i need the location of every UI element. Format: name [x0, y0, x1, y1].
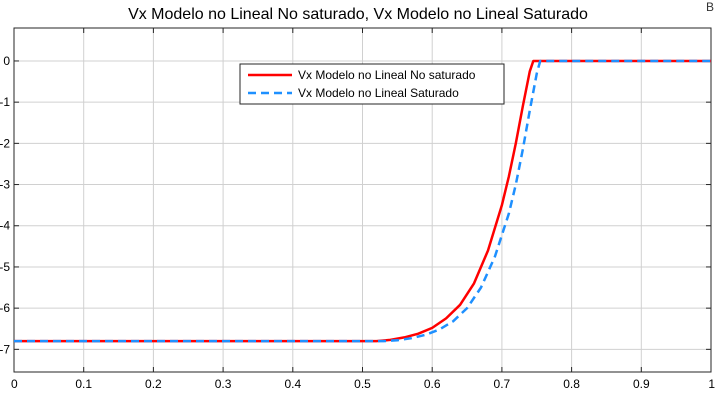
x-tick-label-5: 0.5	[354, 377, 371, 391]
series-line-1	[14, 59, 711, 343]
y-tick-label-7: -7	[0, 342, 10, 356]
y-tick-label-2: -2	[0, 136, 10, 150]
legend-label-0: Vx Modelo no Lineal No saturado	[298, 68, 476, 82]
y-tick-label-0: 0	[3, 54, 10, 68]
y-tick-label-4: -4	[0, 219, 10, 233]
x-tick-label-1: 0.1	[75, 377, 92, 391]
x-tick-label-3: 0.3	[215, 377, 232, 391]
series-line-0	[14, 59, 711, 343]
x-tick-label-7: 0.7	[494, 377, 511, 391]
x-tick-label-10: 1	[708, 377, 715, 391]
x-tick-label-2: 0.2	[145, 377, 162, 391]
y-tick-label-1: -1	[0, 95, 10, 109]
y-tick-label-5: -5	[0, 260, 10, 274]
x-tick-label-9: 0.9	[633, 377, 650, 391]
x-tick-label-4: 0.4	[284, 377, 301, 391]
x-tick-label-6: 0.6	[424, 377, 441, 391]
legend-box	[239, 63, 505, 105]
chart-title: Vx Modelo no Lineal No saturado, Vx Mode…	[128, 6, 588, 23]
y-tick-label-6: -6	[0, 301, 10, 315]
x-tick-label-0: 0	[11, 377, 18, 391]
legend-label-1: Vx Modelo no Lineal Saturado	[298, 86, 459, 100]
y-tick-label-3: -3	[0, 178, 10, 192]
window-corner-glyph: B	[706, 0, 715, 14]
x-tick-label-8: 0.8	[563, 377, 580, 391]
